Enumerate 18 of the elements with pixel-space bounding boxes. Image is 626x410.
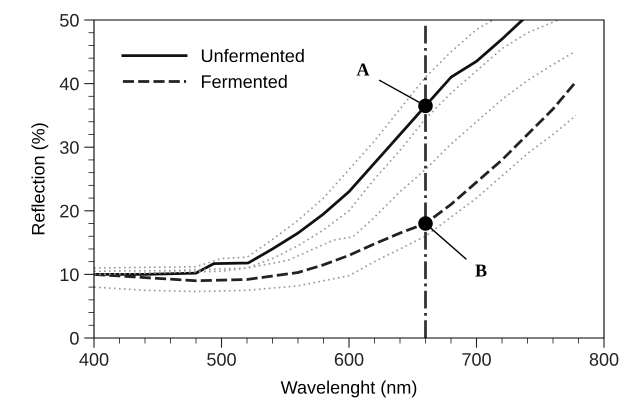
annotation: B bbox=[475, 264, 487, 277]
x-tick-label: 800 bbox=[590, 353, 618, 366]
y-tick-label: 50 bbox=[60, 14, 79, 27]
y-tick-label: 10 bbox=[60, 268, 79, 282]
x-tick-label: 500 bbox=[207, 353, 236, 366]
y-tick-label: 0 bbox=[70, 332, 79, 345]
y-tick-label: 20 bbox=[60, 204, 79, 218]
annotation: A bbox=[356, 64, 370, 76]
y-tick-label: 30 bbox=[60, 141, 79, 154]
x-axis-title: Wavelenght (nm) bbox=[280, 380, 416, 398]
legend-label: Unfermented bbox=[202, 48, 304, 62]
x-tick-label: 700 bbox=[462, 353, 491, 366]
legend-label: Fermented bbox=[202, 74, 287, 88]
x-tick-label: 400 bbox=[79, 353, 108, 366]
y-tick-label: 40 bbox=[60, 78, 79, 90]
x-tick-label: 600 bbox=[334, 353, 364, 366]
y-axis-title: Reflection (%) bbox=[31, 123, 48, 234]
line-series bbox=[94, 114, 577, 292]
